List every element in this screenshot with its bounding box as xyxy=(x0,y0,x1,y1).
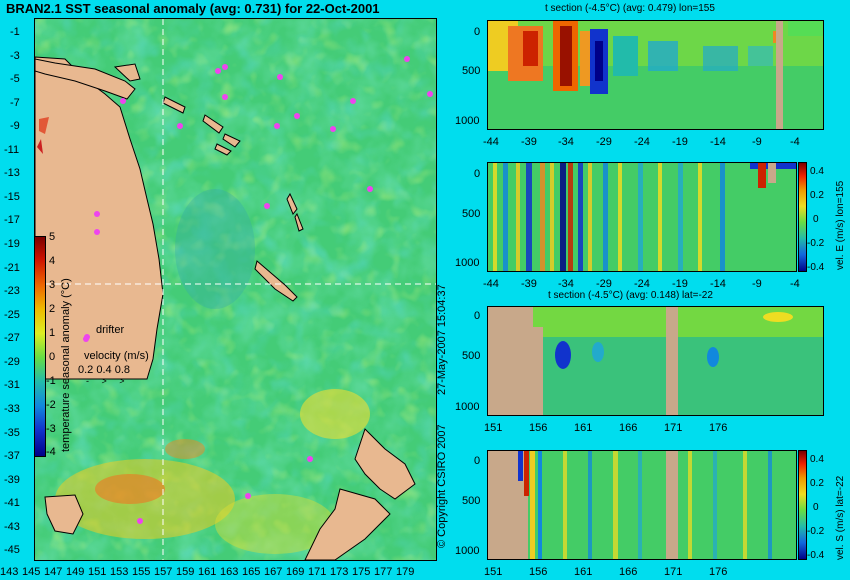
map-title: BRAN2.1 SST seasonal anomaly (avg: 0.731… xyxy=(6,1,380,16)
section-4-colorbar-label: vel. S (m/s) lat=-22 xyxy=(835,475,846,560)
map-colorbar xyxy=(34,236,46,457)
section-3-plot[interactable] xyxy=(487,306,824,416)
section-2-colorbar-label: vel. E (m/s) lon=155 xyxy=(835,180,846,270)
sst-map-canvas xyxy=(35,19,436,560)
drifter-legend-marker xyxy=(83,336,89,342)
map-colorbar-label: temperature seasonal anomaly (°C) xyxy=(60,278,72,452)
velocity-arrows: - > > xyxy=(86,376,125,386)
new-guinea-land xyxy=(35,58,136,100)
tasmania-land xyxy=(44,494,84,535)
new-caledonia-land xyxy=(254,260,298,302)
drifter-label: drifter xyxy=(96,324,125,336)
section-1-canvas xyxy=(488,21,823,129)
section-3-canvas xyxy=(488,307,823,415)
section-4-canvas xyxy=(488,451,796,559)
section-4-colorbar xyxy=(798,450,807,560)
section-4-plot[interactable] xyxy=(487,450,797,560)
drifter-markers xyxy=(84,56,433,524)
sst-map[interactable] xyxy=(34,18,437,561)
velocity-scale: 0.2 0.4 0.8 xyxy=(78,364,130,376)
section-3-title: t section (-4.5°C) (avg: 0.148) lat=-22 xyxy=(548,290,713,301)
copyright-text: © Copyright CSIRO 2007 xyxy=(436,424,448,548)
section-2-canvas xyxy=(488,163,796,271)
section-2-plot[interactable] xyxy=(487,162,797,272)
new-zealand-land xyxy=(354,428,416,500)
section-1-title: t section (-4.5°C) (avg: 0.479) lon=155 xyxy=(545,3,715,14)
section-1-plot[interactable] xyxy=(487,20,824,130)
timestamp-text: 27-May-2007 15:04:37 xyxy=(436,284,448,395)
velocity-label: velocity (m/s) xyxy=(84,350,149,362)
section-2-colorbar xyxy=(798,162,807,272)
